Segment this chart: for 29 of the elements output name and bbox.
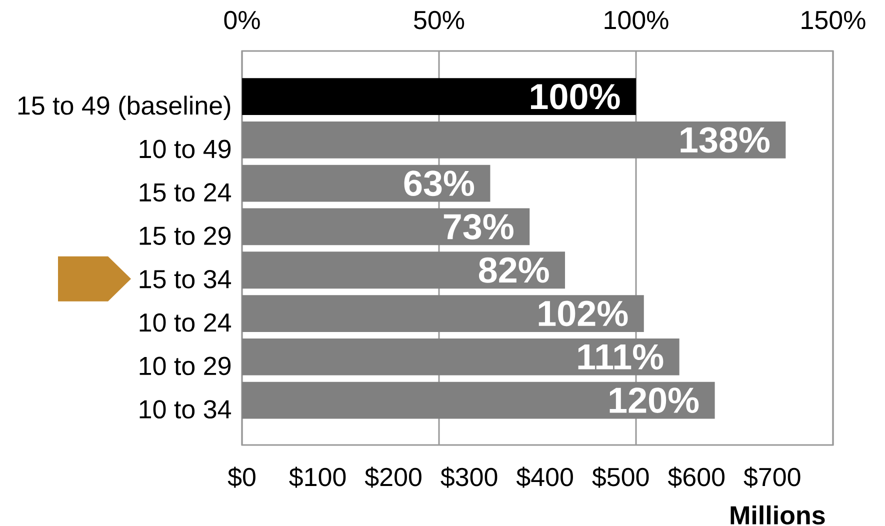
data-label: 82% <box>478 257 549 283</box>
x-tick-label: $500 <box>592 466 649 488</box>
y-tick-label: 10 to 49 <box>140 140 231 158</box>
x-tick-label: $200 <box>364 466 422 488</box>
y-tick-label: 15 to 49 (baseline) <box>18 96 230 120</box>
x2-tick-label: 50% <box>414 10 464 30</box>
data-label: 102% <box>538 300 628 326</box>
x-tick-label: $300 <box>440 466 498 488</box>
y-tick-label: 15 to 34 <box>140 270 232 288</box>
x2-tick-label: 100% <box>604 10 668 30</box>
x-tick-label: $0 <box>228 466 256 488</box>
y-tick-label: 15 to 29 <box>140 226 231 245</box>
y-tick-label: 10 to 24 <box>140 313 232 332</box>
x-axis-title: Millions <box>730 505 825 525</box>
y-tick-label: 10 to 29 <box>140 356 231 376</box>
x-tick-label: $100 <box>289 466 346 488</box>
y-tick-label: 10 to 34 <box>140 400 232 419</box>
data-label: 111% <box>578 344 664 370</box>
x-tick-label: $400 <box>516 466 573 488</box>
y-tick-label: 15 to 24 <box>140 183 232 202</box>
x-tick-label: $700 <box>744 466 800 488</box>
data-label: 73% <box>444 214 514 240</box>
x2-tick-label: 150% <box>802 10 866 30</box>
data-label: 120% <box>610 388 699 414</box>
x-tick-label: $600 <box>668 466 725 488</box>
data-label: 138% <box>680 127 770 153</box>
x2-tick-label: 0% <box>224 10 260 30</box>
data-label: 100% <box>531 84 620 110</box>
data-label: 63% <box>404 170 474 196</box>
